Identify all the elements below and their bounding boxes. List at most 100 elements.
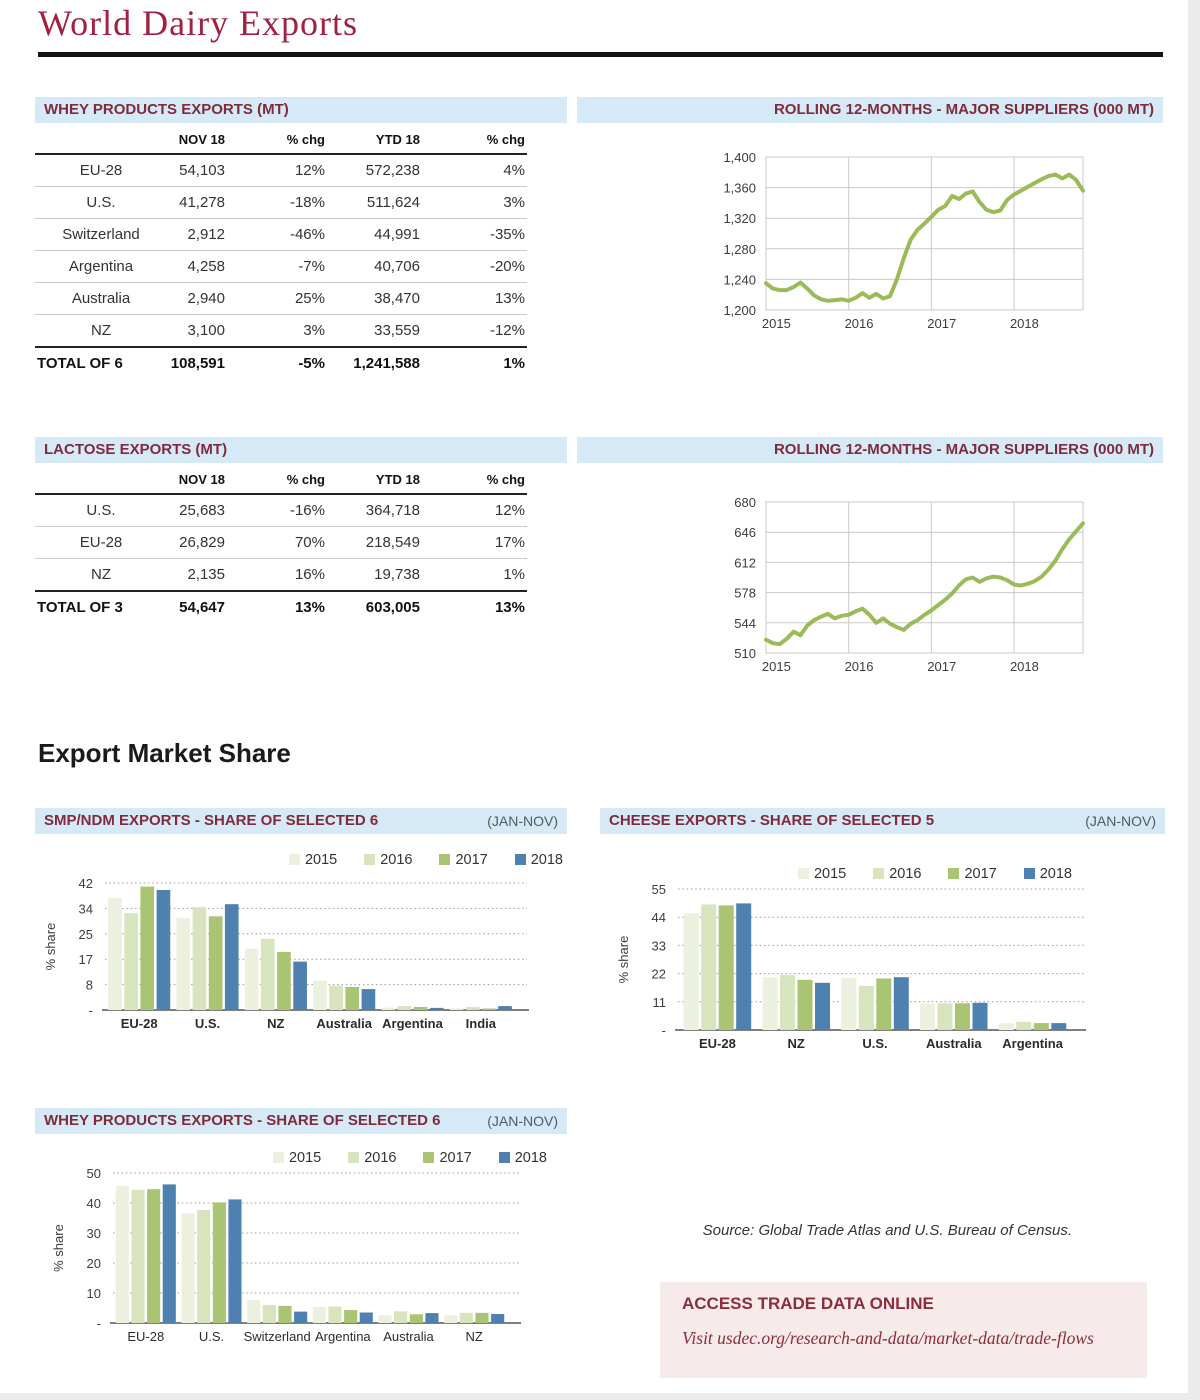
whey-share-title: WHEY PRODUCTS EXPORTS - SHARE OF SELECTE… — [44, 1112, 441, 1129]
access-trade-data-link[interactable]: Visit usdec.org/research-and-data/market… — [682, 1328, 1094, 1348]
legend-item-2017: 2017 — [948, 866, 997, 882]
table-cell: U.S. — [35, 494, 167, 527]
table-row: NZ 3,100 3% 33,559 -12% — [35, 314, 527, 348]
bar-2015-Australia — [378, 1315, 392, 1323]
legend-label: 2018 — [514, 1150, 547, 1166]
table-cell: 1,241,588 — [327, 346, 422, 379]
bar-2018-Australia — [972, 1002, 988, 1030]
y-tick-label: 646 — [734, 525, 756, 540]
bar-2016-Argentina — [1016, 1021, 1032, 1030]
legend-label: 2017 — [439, 1150, 472, 1166]
table-cell: 41,278 — [167, 186, 227, 219]
bar-2017-EU-28 — [718, 905, 734, 1030]
table-total-row: TOTAL OF 6 108,591 -5% 1,241,588 1% — [35, 346, 527, 379]
table-cell: 4% — [422, 154, 527, 187]
legend-label: 2016 — [364, 1150, 397, 1166]
legend-label: 2016 — [889, 866, 922, 882]
bar-2016-Australia — [329, 985, 343, 1010]
plot-border — [765, 156, 1084, 311]
lactose-rolling-panel: ROLLING 12-MONTHS - MAJOR SUPPLIERS (000… — [577, 437, 1163, 697]
x-tick-label: 2015 — [762, 316, 791, 331]
legend-swatch-icon — [272, 1152, 284, 1163]
legend-swatch-icon — [423, 1152, 435, 1163]
table-cell: EU-28 — [35, 154, 167, 187]
bar-2017-Australia — [409, 1314, 423, 1323]
smp-share-chart: - 8 17 25 34 42 EU-28 U.S. NZ Australia Argentina I… — [35, 870, 567, 1055]
table-cell: 2,912 — [167, 218, 227, 251]
bar-2018-U.S. — [893, 977, 909, 1030]
bar-2015-India — [449, 1008, 464, 1010]
bar-2017-U.S. — [212, 1202, 226, 1323]
whey-table-title: WHEY PRODUCTS EXPORTS (MT) — [44, 101, 289, 118]
legend-item-2015: 2015 — [797, 866, 846, 882]
bar-2015-Australia — [920, 1003, 935, 1030]
table-cell: NZ — [35, 558, 167, 592]
category-label: EU-28 — [699, 1036, 736, 1051]
table-row: EU-28 54,103 12% 572,238 4% — [35, 154, 527, 187]
y-tick-label: 1,320 — [723, 211, 756, 226]
table-cell: 12% — [422, 494, 527, 527]
category-label: EU-28 — [121, 1016, 158, 1031]
table-cell: 12% — [227, 154, 327, 187]
table-cell: 1% — [422, 346, 527, 379]
table-cell: TOTAL OF 6 — [35, 346, 167, 379]
legend-label: 2015 — [304, 852, 338, 868]
column-header: % chg — [422, 127, 527, 155]
bar-2015-U.S. — [841, 977, 857, 1030]
bar-2016-EU-28 — [701, 904, 717, 1030]
bar-2015-NZ — [444, 1315, 458, 1323]
column-header: % chg — [227, 467, 327, 495]
table-cell: -20% — [422, 250, 527, 283]
cheese-share-chart: - 11 22 33 44 55 EU-28 NZ U.S. Australia Argentina… — [600, 880, 1165, 1070]
y-tick-label: 30 — [87, 1226, 101, 1241]
bar-2015-U.S. — [181, 1213, 195, 1323]
bar-2016-NZ — [780, 975, 795, 1030]
table-cell: -16% — [227, 494, 327, 527]
legend-label: 2017 — [964, 866, 997, 882]
column-header — [35, 127, 167, 155]
y-tick-label: 44 — [652, 910, 666, 925]
y-tick-label: 10 — [87, 1286, 101, 1301]
smp-share-header: SMP/NDM EXPORTS - SHARE OF SELECTED 6 (J… — [35, 808, 567, 834]
bar-2016-EU-28 — [131, 1189, 145, 1323]
column-header: YTD 18 — [327, 467, 422, 495]
y-tick-label: 40 — [87, 1196, 101, 1211]
column-header: % chg — [422, 467, 527, 495]
table-cell: 40,706 — [327, 250, 422, 283]
bar-2017-Australia — [955, 1003, 970, 1030]
y-tick-label: 544 — [734, 616, 756, 631]
table-cell: 108,591 — [167, 346, 227, 379]
table-header-row: NOV 18% chg YTD 18% chg — [35, 467, 527, 495]
legend-swatch-icon — [797, 868, 809, 879]
bar-2017-Argentina — [344, 1310, 358, 1323]
bar-2018-Argentina — [1051, 1023, 1067, 1030]
lactose-rolling-svg: 510 544 578 612 646 680 2015 2016 2017 2018 — [734, 495, 1085, 674]
column-header: NOV 18 — [167, 127, 227, 155]
bar-2017-Switzerland — [278, 1305, 292, 1323]
table-cell: 19,738 — [327, 558, 422, 592]
table-cell: -18% — [227, 186, 327, 219]
table-cell: 4,258 — [167, 250, 227, 283]
bar-2018-Argentina — [359, 1312, 373, 1323]
y-tick-label: - — [662, 1023, 666, 1038]
lactose-table-panel: LACTOSE EXPORTS (MT) NOV 18% chg YTD 18% … — [35, 437, 567, 623]
whey-share-panel: WHEY PRODUCTS EXPORTS - SHARE OF SELECTE… — [35, 1108, 567, 1358]
y-tick-label: 1,200 — [723, 303, 756, 318]
table-cell: 70% — [227, 526, 327, 559]
lactose-rolling-title: ROLLING 12-MONTHS - MAJOR SUPPLIERS (000… — [773, 441, 1154, 458]
smp-share-panel: SMP/NDM EXPORTS - SHARE OF SELECTED 6 (J… — [35, 808, 567, 1053]
bar-2015-Argentina — [998, 1023, 1014, 1030]
y-axis-title: % share — [51, 1224, 66, 1272]
bar-2015-Argentina — [381, 1007, 396, 1010]
column-header: NOV 18 — [167, 467, 227, 495]
bar-2016-U.S. — [192, 907, 207, 1010]
category-label: NZ — [788, 1036, 805, 1051]
table-cell: 1% — [422, 558, 527, 592]
y-tick-label: 1,240 — [723, 272, 756, 287]
category-label: Australia — [926, 1036, 982, 1051]
y-tick-label: 1,400 — [723, 150, 756, 165]
category-label: India — [466, 1016, 497, 1031]
bar-2016-Argentina — [328, 1306, 342, 1323]
bar-2017-U.S. — [208, 916, 223, 1010]
bar-2017-NZ — [797, 979, 813, 1030]
